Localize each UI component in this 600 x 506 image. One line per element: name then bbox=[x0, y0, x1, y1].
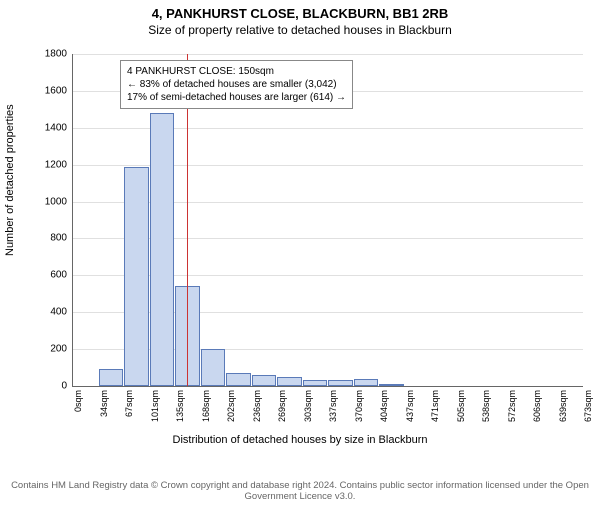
y-tick: 400 bbox=[50, 307, 67, 318]
histogram-bar bbox=[379, 384, 404, 386]
y-tick: 800 bbox=[50, 233, 67, 244]
y-tick: 0 bbox=[61, 381, 67, 392]
x-tick: 639sqm bbox=[558, 390, 568, 422]
anno-line-3: 17% of semi-detached houses are larger (… bbox=[127, 91, 346, 104]
x-tick: 606sqm bbox=[532, 390, 542, 422]
x-tick: 437sqm bbox=[405, 390, 415, 422]
y-tick: 1200 bbox=[45, 159, 67, 170]
chart-title: 4, PANKHURST CLOSE, BLACKBURN, BB1 2RB bbox=[0, 6, 600, 21]
x-tick: 673sqm bbox=[583, 390, 593, 422]
histogram-bar bbox=[150, 113, 175, 386]
histogram-bar bbox=[99, 369, 124, 386]
x-tick: 168sqm bbox=[201, 390, 211, 422]
anno-line-2: ← 83% of detached houses are smaller (3,… bbox=[127, 78, 346, 91]
footer-text: Contains HM Land Registry data © Crown c… bbox=[0, 480, 600, 502]
x-tick: 471sqm bbox=[430, 390, 440, 422]
x-tick: 370sqm bbox=[354, 390, 364, 422]
histogram-bar bbox=[226, 373, 251, 386]
histogram-bar bbox=[354, 379, 379, 386]
x-axis-label: Distribution of detached houses by size … bbox=[0, 434, 600, 446]
anno-line-1: 4 PANKHURST CLOSE: 150sqm bbox=[127, 65, 346, 78]
x-tick: 236sqm bbox=[252, 390, 262, 422]
x-tick: 269sqm bbox=[277, 390, 287, 422]
histogram-bar bbox=[328, 380, 353, 386]
y-tick: 200 bbox=[50, 344, 67, 355]
x-tick: 34sqm bbox=[99, 390, 109, 417]
x-tick: 337sqm bbox=[328, 390, 338, 422]
x-tick: 538sqm bbox=[481, 390, 491, 422]
y-tick: 1000 bbox=[45, 196, 67, 207]
x-tick: 135sqm bbox=[175, 390, 185, 422]
histogram-bar bbox=[303, 380, 328, 386]
x-tick: 0sqm bbox=[73, 390, 83, 412]
histogram-bar bbox=[252, 375, 277, 386]
x-tick: 202sqm bbox=[226, 390, 236, 422]
x-tick: 101sqm bbox=[150, 390, 160, 422]
x-tick: 404sqm bbox=[379, 390, 389, 422]
x-tick: 67sqm bbox=[124, 390, 134, 417]
y-tick: 1400 bbox=[45, 122, 67, 133]
histogram-bar bbox=[277, 377, 302, 386]
y-tick: 600 bbox=[50, 270, 67, 281]
y-axis-label: Number of detached properties bbox=[4, 104, 16, 256]
y-tick: 1800 bbox=[45, 49, 67, 60]
gridline bbox=[73, 54, 583, 55]
x-tick: 303sqm bbox=[303, 390, 313, 422]
chart-subtitle: Size of property relative to detached ho… bbox=[0, 23, 600, 37]
histogram-bar bbox=[124, 167, 149, 386]
x-tick: 505sqm bbox=[456, 390, 466, 422]
y-tick: 1600 bbox=[45, 85, 67, 96]
histogram-bar bbox=[201, 349, 226, 386]
x-tick: 572sqm bbox=[507, 390, 517, 422]
annotation-box: 4 PANKHURST CLOSE: 150sqm← 83% of detach… bbox=[120, 60, 353, 109]
